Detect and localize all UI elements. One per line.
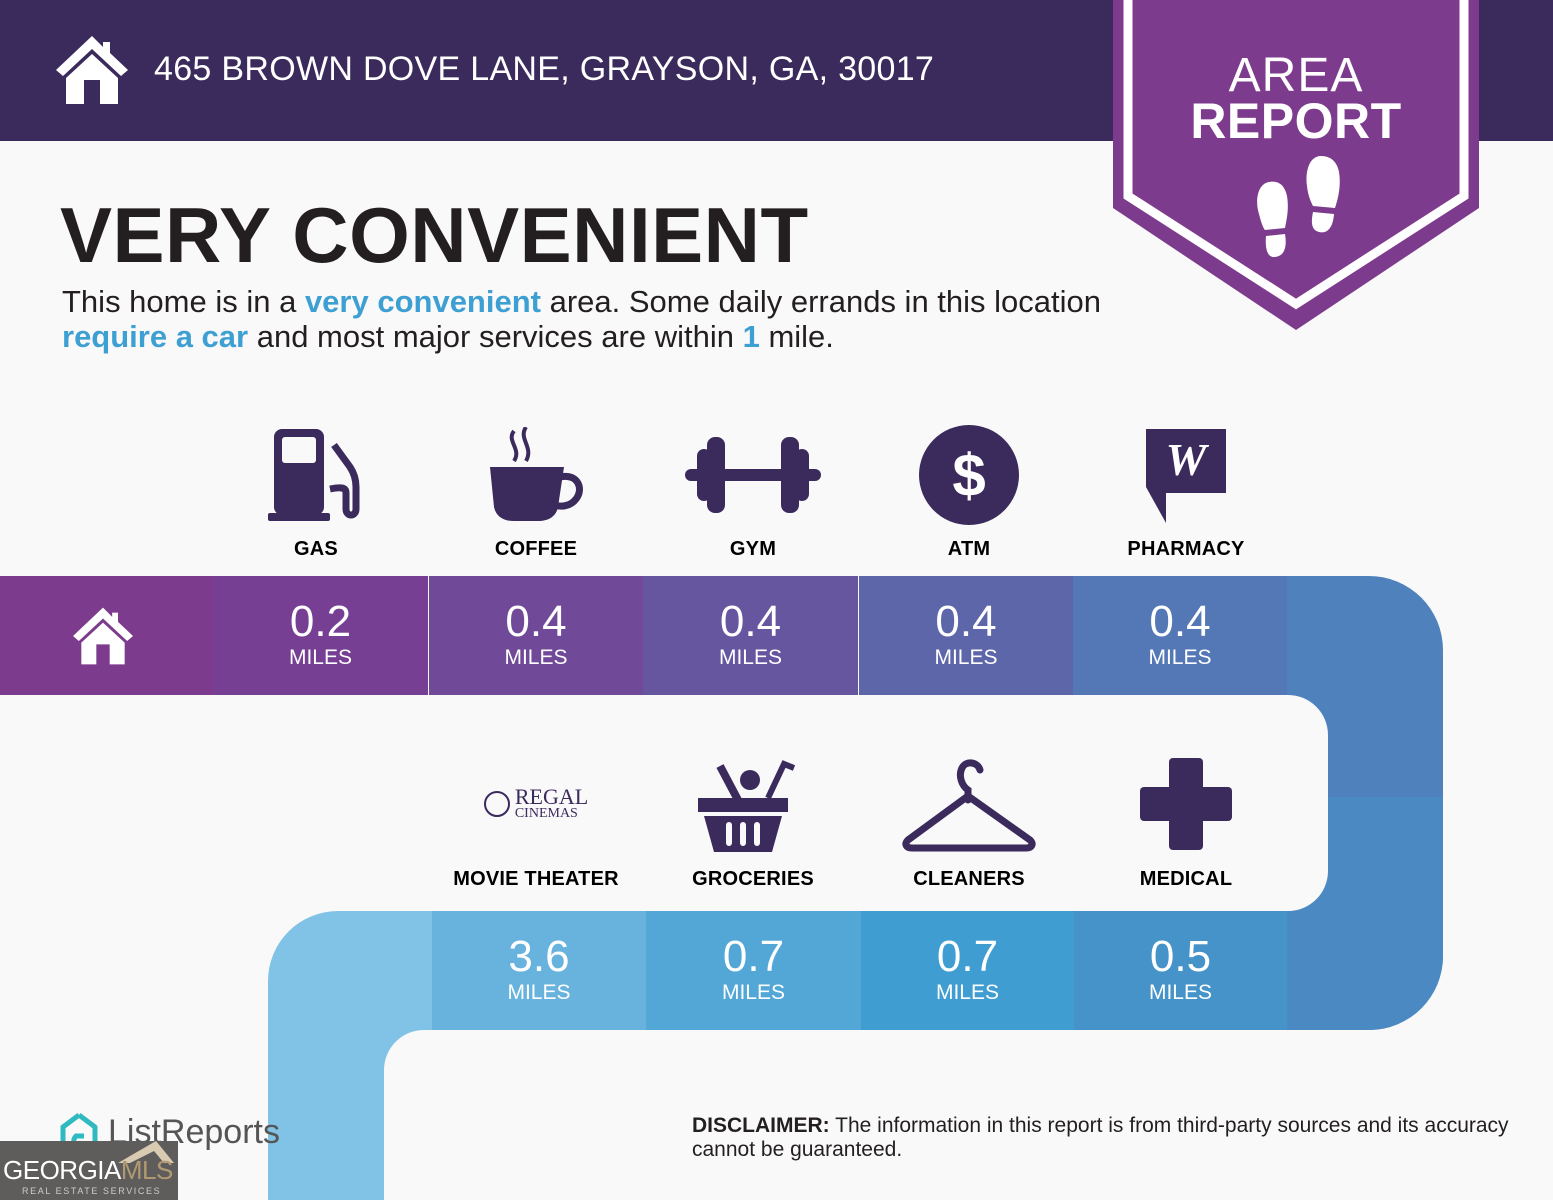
category-label: MOVIE THEATER <box>453 868 619 890</box>
desc-text: and most major services are within <box>248 319 743 354</box>
home-icon <box>73 607 133 665</box>
distance-cleaners: 0.7 MILES <box>861 911 1074 1030</box>
dumbbell-icon <box>685 437 821 513</box>
distance-value: 0.5 <box>1149 932 1212 981</box>
category-coffee: COFFEE <box>429 420 643 561</box>
category-label: MEDICAL <box>1139 868 1233 890</box>
desc-highlight-distance: 1 <box>742 319 760 354</box>
desc-highlight-car: require a car <box>62 319 249 354</box>
distance-unit: MILES <box>504 646 568 669</box>
distance-movie-theater: 3.6 MILES <box>432 911 646 1030</box>
walgreens-icon: W <box>1146 429 1226 523</box>
desc-text: mile. <box>759 319 834 354</box>
distance-unit: MILES <box>1148 646 1212 669</box>
category-label: GYM <box>729 538 777 560</box>
distance-value: 0.4 <box>505 597 567 646</box>
route-inner-curve-2 <box>384 1030 584 1200</box>
disclaimer-label: DISCLAIMER: <box>692 1114 830 1137</box>
distance-unit: MILES <box>507 981 571 1004</box>
disclaimer: DISCLAIMER: The information in this repo… <box>692 1114 1512 1162</box>
mls-text-accent: MLS <box>120 1155 173 1185</box>
category-movie-theater: REGAL CINEMAS MOVIE THEATER <box>429 754 643 891</box>
distance-value: 0.2 <box>289 597 352 646</box>
category-gas: GAS <box>209 420 423 561</box>
convenience-rating-title: VERY CONVENIENT <box>60 191 809 279</box>
category-groceries: GROCERIES <box>646 754 860 891</box>
distance-value: 0.7 <box>722 932 785 981</box>
distance-gas: 0.2 MILES <box>213 576 428 695</box>
category-label: GROCERIES <box>692 868 814 890</box>
property-address: 465 BROWN DOVE LANE, GRAYSON, GA, 30017 <box>154 50 935 88</box>
footprints-icon <box>1257 156 1340 258</box>
distance-unit: MILES <box>288 646 353 669</box>
distance-unit: MILES <box>721 981 786 1004</box>
distance-value: 0.4 <box>935 597 997 646</box>
distance-groceries: 0.7 MILES <box>646 911 861 1030</box>
gas-pump-icon <box>268 429 360 521</box>
georgia-mls-logo: GEORGIAMLS REAL ESTATE SERVICES <box>0 1141 178 1200</box>
category-atm: $ ATM <box>862 420 1076 561</box>
regal-cinemas-logo: REGAL CINEMAS <box>483 784 589 821</box>
mls-roof-icon <box>118 1141 174 1163</box>
desc-highlight-rating: very convenient <box>304 284 541 319</box>
mls-subtitle: REAL ESTATE SERVICES <box>22 1186 162 1196</box>
distance-gym: 0.4 MILES <box>643 576 858 695</box>
distance-medical: 0.5 MILES <box>1074 911 1287 1030</box>
distance-value: 0.4 <box>719 597 782 646</box>
category-label: CLEANERS <box>913 868 1025 890</box>
badge-line-1: AREA <box>1228 49 1364 102</box>
home-segment <box>0 576 213 695</box>
category-label: PHARMACY <box>1127 538 1245 560</box>
logo-text: REGAL <box>514 784 589 809</box>
badge-line-2: REPORT <box>1190 93 1402 149</box>
category-gym: GYM <box>646 420 860 561</box>
distance-coffee: 0.4 MILES <box>429 576 643 695</box>
category-pharmacy: W PHARMACY <box>1079 420 1293 561</box>
distance-unit: MILES <box>935 981 1000 1004</box>
convenience-description: This home is in a very convenient area. … <box>62 284 1122 354</box>
distance-value: 3.6 <box>508 932 570 981</box>
dollar-icon: $ <box>919 425 1019 525</box>
distance-unit: MILES <box>718 646 783 669</box>
desc-text: area. Some daily errands in this locatio… <box>540 284 1101 319</box>
category-label: GAS <box>294 538 338 560</box>
distance-unit: MILES <box>934 646 998 669</box>
area-report-badge: AREA REPORT <box>1113 0 1479 330</box>
category-medical: MEDICAL <box>1079 754 1293 891</box>
distance-pharmacy: 0.4 MILES <box>1073 576 1287 695</box>
category-cleaners: CLEANERS <box>862 754 1076 891</box>
distance-value: 0.7 <box>936 932 999 981</box>
home-icon <box>56 36 128 104</box>
category-label: COFFEE <box>494 538 578 560</box>
hanger-icon <box>902 759 1036 852</box>
coffee-cup-icon <box>490 427 583 521</box>
distance-unit: MILES <box>1148 981 1213 1004</box>
svg-text:W: W <box>1166 434 1210 485</box>
distance-atm: 0.4 MILES <box>859 576 1073 695</box>
desc-text: This home is in a <box>62 284 305 319</box>
medical-cross-icon <box>1140 758 1232 850</box>
mls-text: GEORGIA <box>3 1155 121 1185</box>
category-label: ATM <box>947 538 991 560</box>
grocery-basket-icon <box>698 760 796 852</box>
distance-value: 0.4 <box>1149 597 1211 646</box>
logo-text: CINEMAS <box>514 806 578 821</box>
svg-text:$: $ <box>952 442 985 509</box>
disclaimer-text: The information in this report is from t… <box>692 1114 1509 1161</box>
